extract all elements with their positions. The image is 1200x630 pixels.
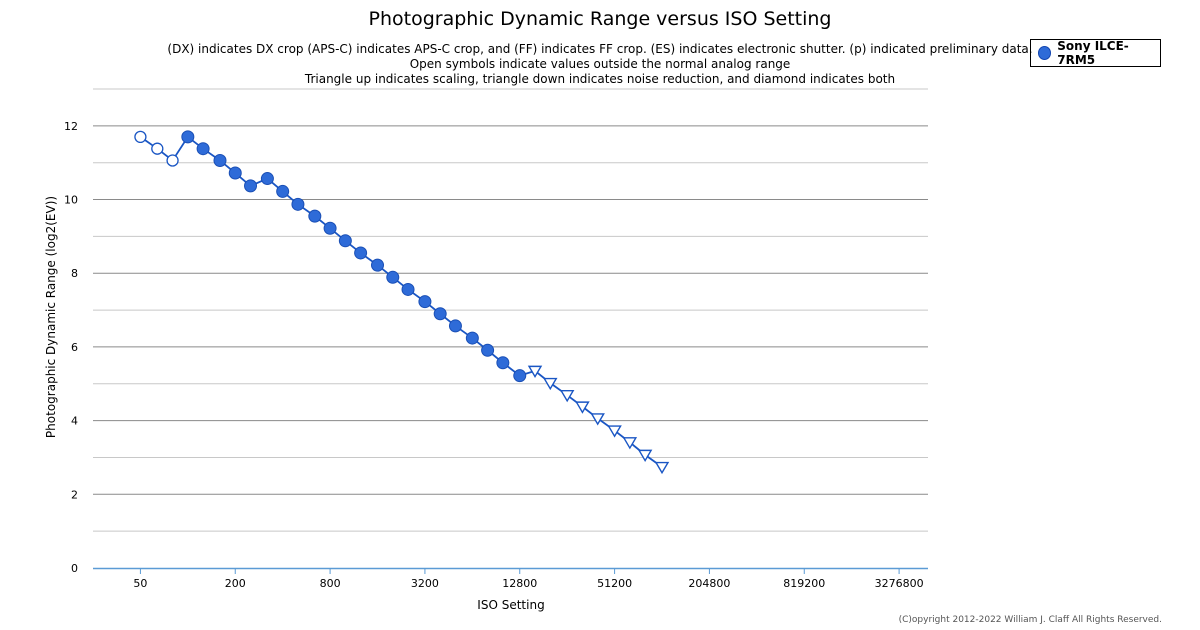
- data-point-filled-circle: [418, 295, 432, 309]
- data-point-open-circle: [151, 142, 164, 155]
- data-point-filled-circle: [260, 172, 274, 186]
- copyright-notice: (C)opyright 2012-2022 William J. Claff A…: [898, 615, 1162, 625]
- data-point-open-circle: [166, 154, 179, 167]
- x-tick-label: 800: [320, 577, 341, 590]
- data-point-filled-circle: [308, 209, 322, 223]
- data-point-filled-circle: [196, 142, 210, 156]
- data-point-filled-circle: [513, 369, 527, 383]
- data-point-filled-circle: [433, 307, 447, 321]
- x-tick-label: 51200: [597, 577, 632, 590]
- y-axis: 0 2 4 6 8 10 12: [64, 120, 78, 575]
- data-point-filled-circle: [228, 166, 242, 180]
- data-point-open-triangle-down: [543, 377, 558, 391]
- series-line: [139, 135, 663, 468]
- y-tick-label: 6: [71, 341, 78, 354]
- data-point-filled-circle: [371, 258, 385, 272]
- data-point-filled-circle: [244, 179, 258, 193]
- y-tick-label: 10: [64, 194, 78, 207]
- data-point-open-triangle-down: [590, 413, 605, 426]
- y-tick-label: 8: [71, 267, 78, 280]
- chart-subtitle-line-3: Triangle up indicates scaling, triangle …: [304, 72, 896, 86]
- data-point-open-triangle-down: [654, 461, 670, 475]
- data-point-open-triangle-down: [527, 365, 543, 378]
- data-point-open-triangle-down: [607, 425, 622, 438]
- series-markers: [134, 130, 670, 475]
- data-point-filled-circle: [448, 319, 462, 333]
- x-axis: 50 200 800 3200 12800 51200 204800 819200 327680…: [93, 567, 928, 590]
- x-tick-label: 3200: [411, 577, 439, 590]
- legend-label: Sony ILCE-7RM5: [1057, 39, 1129, 67]
- data-point-filled-circle: [481, 343, 495, 357]
- chart-subtitle-line-1: (DX) indicates DX crop (APS-C) indicates…: [167, 42, 1033, 56]
- chart-title: Photographic Dynamic Range versus ISO Se…: [368, 8, 832, 30]
- x-tick-label: 204800: [688, 577, 730, 590]
- data-point-filled-circle: [401, 282, 415, 296]
- series-line-path: [139, 135, 663, 468]
- x-tick-label: 200: [225, 577, 246, 590]
- y-tick-label: 2: [71, 488, 78, 501]
- data-point-open-triangle-down: [559, 389, 575, 403]
- data-point-filled-circle: [276, 184, 290, 198]
- data-point-open-triangle-down: [622, 437, 638, 450]
- legend[interactable]: Sony ILCE-7RM5: [1030, 39, 1161, 67]
- chart-subtitle-line-2: Open symbols indicate values outside the…: [409, 57, 791, 71]
- data-point-filled-circle: [291, 197, 305, 211]
- data-point-open-triangle-down: [575, 401, 590, 414]
- y-tick-label: 4: [71, 415, 78, 428]
- y-axis-label: Photographic Dynamic Range (log2(EV)): [44, 196, 58, 438]
- y-tick-label: 0: [71, 562, 78, 575]
- x-tick-label: 12800: [502, 577, 537, 590]
- y-tick-label: 12: [64, 120, 78, 133]
- data-point-filled-circle: [213, 153, 227, 167]
- data-point-filled-circle: [496, 356, 510, 370]
- x-tick-label: 50: [133, 577, 147, 590]
- data-point-filled-circle: [354, 246, 368, 260]
- legend-circle-icon: [1038, 46, 1052, 60]
- data-point-filled-circle: [465, 331, 479, 345]
- data-point-filled-circle: [323, 221, 337, 235]
- x-tick-label: 3276800: [875, 577, 924, 590]
- data-point-filled-circle: [181, 130, 195, 144]
- data-point-filled-circle: [386, 270, 400, 284]
- data-point-filled-circle: [338, 234, 352, 248]
- x-tick-label: 819200: [783, 577, 825, 590]
- gridlines: [93, 88, 928, 532]
- data-point-open-circle: [134, 130, 147, 144]
- data-point-open-triangle-down: [637, 449, 653, 462]
- x-axis-label: ISO Setting: [477, 598, 544, 612]
